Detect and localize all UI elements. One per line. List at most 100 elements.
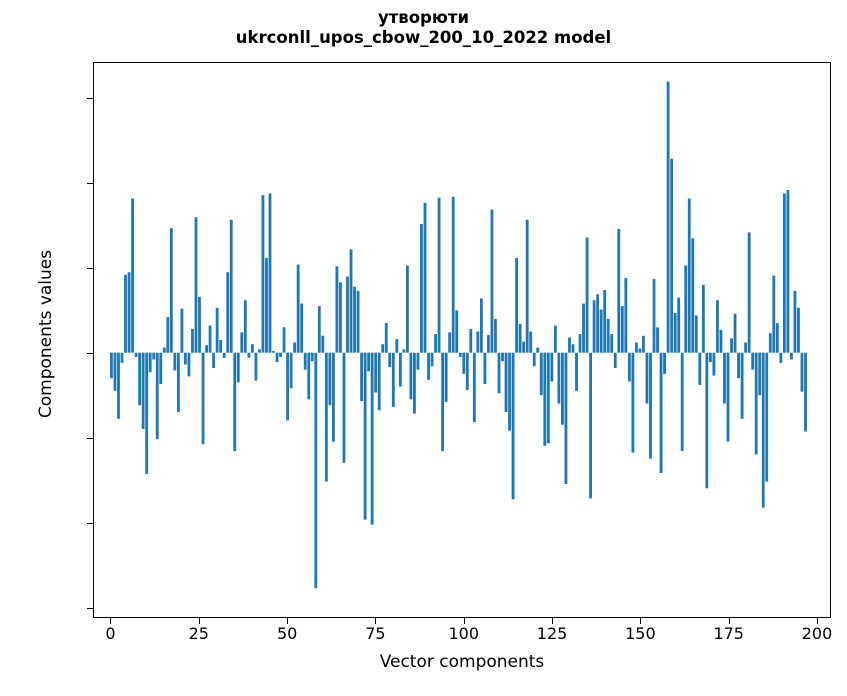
- bar: [610, 334, 614, 353]
- x-tick-label: 150: [625, 624, 656, 643]
- x-tick-label: 0: [105, 624, 116, 643]
- chart-title: утворюти ukrconll_upos_cbow_200_10_2022 …: [0, 8, 847, 48]
- bar: [331, 352, 335, 442]
- bar: [680, 352, 684, 451]
- x-tick-mark: [640, 617, 642, 624]
- bar: [349, 249, 353, 353]
- bar: [606, 318, 610, 353]
- bar: [726, 352, 730, 442]
- bar: [793, 290, 797, 353]
- bar: [705, 352, 709, 489]
- bar: [483, 352, 487, 385]
- bar: [790, 352, 793, 360]
- bar: [786, 190, 790, 353]
- bar: [645, 352, 649, 404]
- bar: [487, 334, 490, 353]
- bar: [772, 275, 776, 353]
- bar: [184, 352, 187, 365]
- bar: [265, 257, 268, 353]
- x-tick-label: 100: [448, 624, 480, 643]
- x-tick-label: 75: [365, 624, 386, 643]
- bar: [275, 352, 279, 363]
- bar: [335, 266, 339, 353]
- bar: [638, 348, 642, 353]
- bar: [613, 352, 617, 368]
- bar: [448, 332, 452, 353]
- bar: [479, 298, 483, 353]
- bar: [589, 352, 593, 499]
- bar: [339, 282, 342, 353]
- bar: [571, 344, 575, 353]
- bar: [476, 331, 480, 353]
- bar: [317, 306, 321, 353]
- bar: [518, 323, 522, 353]
- y-tick-mark: [86, 352, 93, 354]
- bar: [377, 352, 381, 411]
- bar: [546, 352, 550, 444]
- bar: [187, 352, 191, 377]
- bar: [402, 349, 406, 353]
- bar: [663, 352, 666, 374]
- bar: [381, 344, 385, 353]
- x-tick-mark: [287, 617, 289, 624]
- bar: [215, 307, 219, 353]
- bar: [356, 290, 360, 353]
- bar: [557, 352, 561, 404]
- bar: [384, 323, 388, 353]
- bar: [494, 318, 497, 353]
- bar: [797, 307, 800, 353]
- y-tick-mark: [86, 607, 93, 609]
- bar: [744, 342, 748, 353]
- x-tick-mark: [198, 617, 200, 624]
- bar: [363, 352, 367, 520]
- bar: [233, 352, 237, 451]
- chart-title-line-1: утворюти: [377, 8, 470, 27]
- y-tick-mark: [86, 182, 93, 184]
- bar: [162, 347, 166, 353]
- bar: [413, 352, 416, 414]
- bar: [430, 352, 434, 367]
- bar: [169, 228, 173, 353]
- bar: [698, 352, 702, 385]
- bar: [282, 327, 286, 353]
- bar: [236, 352, 240, 383]
- bar: [553, 325, 557, 353]
- bar: [360, 352, 363, 401]
- bar: [226, 272, 230, 353]
- bar: [296, 264, 300, 353]
- bar: [243, 300, 247, 353]
- x-tick-label: 200: [801, 624, 833, 643]
- bar: [754, 352, 758, 455]
- bar: [286, 352, 290, 421]
- bar: [247, 352, 251, 358]
- bar: [800, 352, 804, 392]
- bar: [437, 197, 441, 353]
- x-tick-label: 125: [536, 624, 568, 643]
- bar: [490, 209, 494, 353]
- bar: [110, 352, 113, 379]
- bar: [458, 352, 462, 357]
- bar: [405, 265, 409, 353]
- bar: [508, 352, 511, 431]
- x-tick-label: 175: [713, 624, 744, 643]
- bar: [205, 345, 208, 353]
- bar: [719, 329, 723, 353]
- bar: [575, 352, 578, 391]
- bar: [701, 284, 705, 353]
- bar: [631, 352, 635, 453]
- bar: [289, 352, 293, 389]
- bar: [141, 352, 145, 429]
- bar: [497, 352, 501, 394]
- bar: [666, 81, 670, 353]
- bar: [596, 294, 600, 353]
- bar: [145, 352, 149, 474]
- y-tick-mark: [86, 437, 93, 439]
- bar: [293, 342, 297, 353]
- x-tick-label: 50: [276, 624, 298, 643]
- x-tick-mark: [817, 617, 819, 624]
- bar: [568, 337, 571, 353]
- bar: [511, 352, 515, 500]
- bar: [113, 352, 117, 391]
- bar: [198, 296, 201, 353]
